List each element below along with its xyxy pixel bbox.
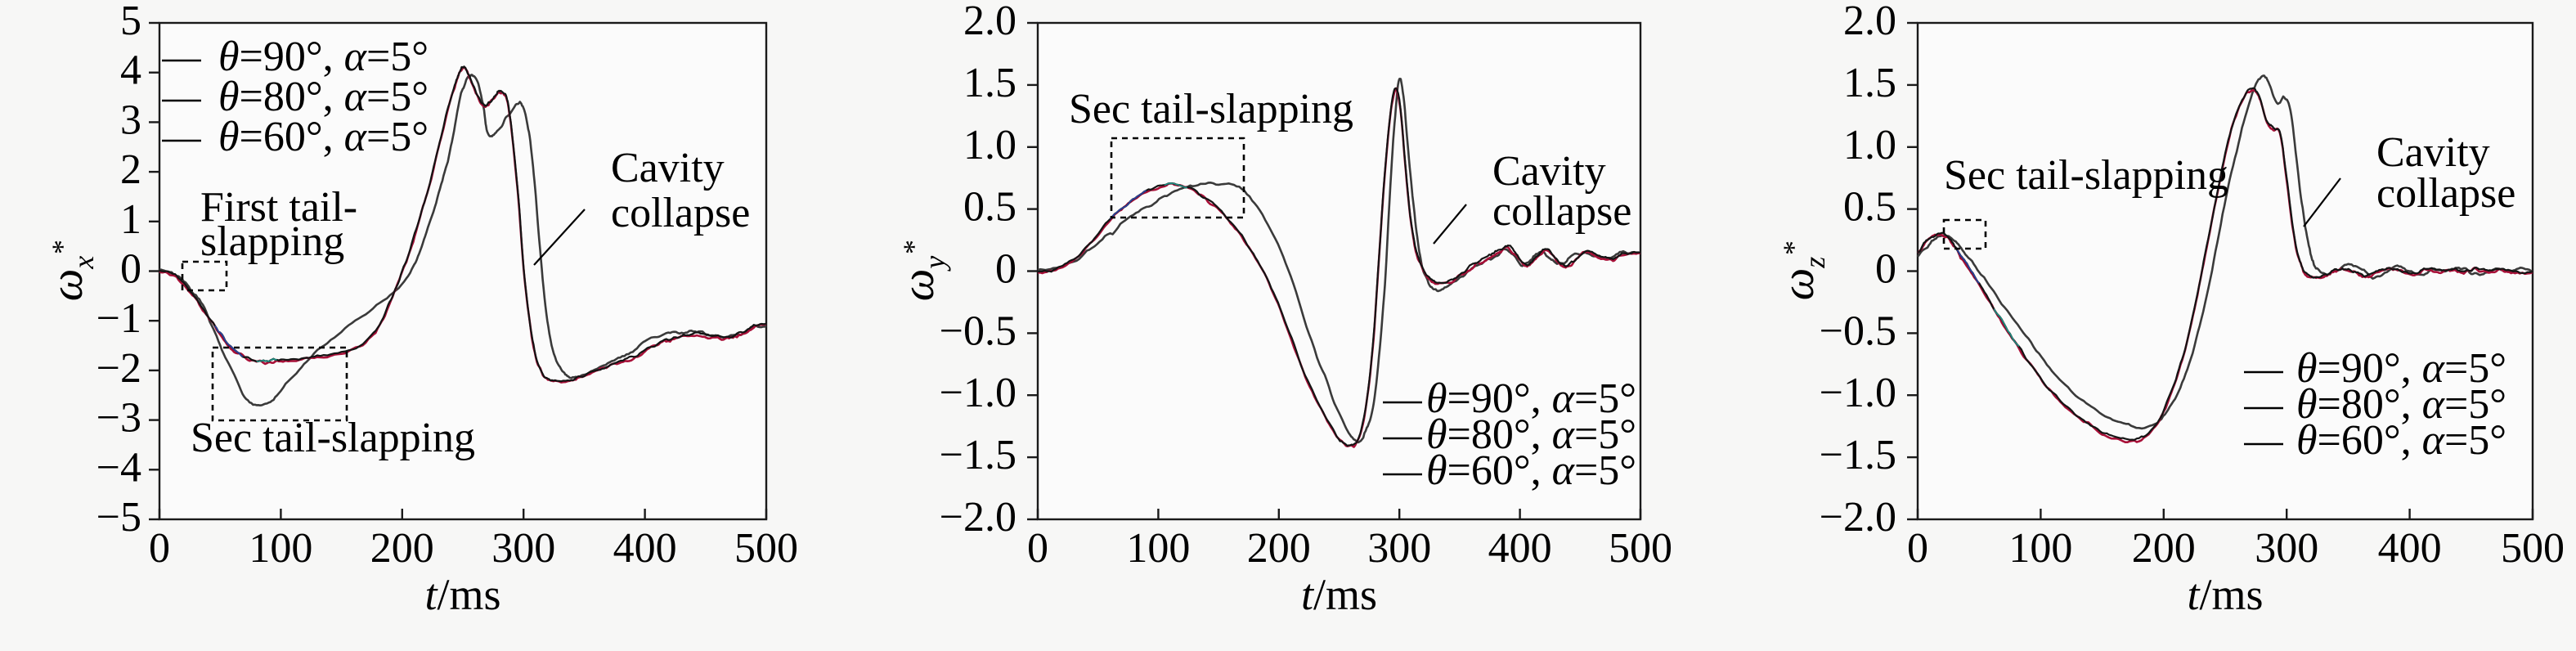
svg-text:100: 100 [2008, 525, 2072, 572]
svg-text:1.5: 1.5 [1843, 60, 1896, 106]
svg-text:−1: −1 [96, 295, 141, 342]
svg-text:−2.0: −2.0 [1820, 494, 1896, 541]
svg-text:200: 200 [1247, 525, 1311, 572]
svg-text:−3: −3 [96, 395, 141, 442]
svg-text:100: 100 [249, 525, 312, 572]
svg-text:1.0: 1.0 [963, 122, 1016, 168]
svg-text:0: 0 [995, 246, 1016, 293]
svg-text:200: 200 [370, 525, 434, 572]
svg-text:collapse: collapse [1492, 188, 1631, 235]
svg-text:0: 0 [149, 525, 170, 572]
svg-text:5: 5 [120, 0, 141, 44]
svg-text:1.0: 1.0 [1843, 122, 1896, 168]
svg-text:500: 500 [2501, 525, 2565, 572]
svg-text:−2.0: −2.0 [940, 494, 1016, 541]
svg-text:300: 300 [491, 525, 555, 572]
svg-text:Sec tail-slapping: Sec tail-slapping [1069, 86, 1353, 132]
svg-text:4: 4 [120, 47, 141, 94]
svg-text:t/ms: t/ms [1301, 570, 1377, 619]
svg-text:−5: −5 [96, 494, 141, 541]
svg-text:Sec tail-slapping: Sec tail-slapping [191, 415, 475, 461]
svg-text:500: 500 [734, 525, 798, 572]
svg-text:0.5: 0.5 [1843, 184, 1896, 231]
svg-text:0: 0 [1027, 525, 1048, 572]
svg-text:θ=60°, α=5°: θ=60°, α=5° [1426, 447, 1636, 494]
svg-text:0: 0 [1907, 525, 1928, 572]
svg-text:500: 500 [1609, 525, 1672, 572]
svg-text:Cavity: Cavity [2376, 129, 2490, 176]
svg-text:300: 300 [1367, 525, 1431, 572]
svg-text:400: 400 [1488, 525, 1552, 572]
svg-text:t/ms: t/ms [424, 570, 500, 619]
svg-text:−0.5: −0.5 [940, 308, 1016, 354]
svg-text:400: 400 [2378, 525, 2442, 572]
svg-text:θ=60°, α=5°: θ=60°, α=5° [218, 114, 429, 160]
svg-text:θ=60°, α=5°: θ=60°, α=5° [2296, 417, 2506, 464]
svg-text:collapse: collapse [611, 190, 750, 236]
svg-text:collapse: collapse [2376, 170, 2515, 217]
svg-text:0.5: 0.5 [963, 184, 1016, 231]
svg-text:0: 0 [1875, 246, 1896, 293]
svg-text:Sec tail-slapping: Sec tail-slapping [1944, 152, 2228, 199]
svg-text:−1.5: −1.5 [1820, 432, 1896, 478]
svg-text:300: 300 [2255, 525, 2318, 572]
svg-text:0: 0 [120, 246, 141, 293]
svg-text:−1.0: −1.0 [1820, 370, 1896, 416]
svg-text:1: 1 [120, 196, 141, 243]
svg-text:t/ms: t/ms [2187, 570, 2263, 619]
svg-text:200: 200 [2132, 525, 2196, 572]
svg-text:100: 100 [1126, 525, 1190, 572]
svg-text:400: 400 [613, 525, 677, 572]
svg-text:−2: −2 [96, 345, 141, 392]
svg-text:1.5: 1.5 [963, 60, 1016, 106]
svg-text:−1.5: −1.5 [940, 432, 1016, 478]
svg-text:−0.5: −0.5 [1820, 308, 1896, 354]
svg-text:−4: −4 [96, 444, 141, 491]
svg-text:Cavity: Cavity [611, 145, 725, 191]
svg-text:2: 2 [120, 146, 141, 193]
svg-text:slapping: slapping [200, 218, 344, 265]
svg-text:3: 3 [120, 97, 141, 143]
svg-text:2.0: 2.0 [1843, 0, 1896, 44]
svg-text:2.0: 2.0 [963, 0, 1016, 44]
svg-text:−1.0: −1.0 [940, 370, 1016, 416]
